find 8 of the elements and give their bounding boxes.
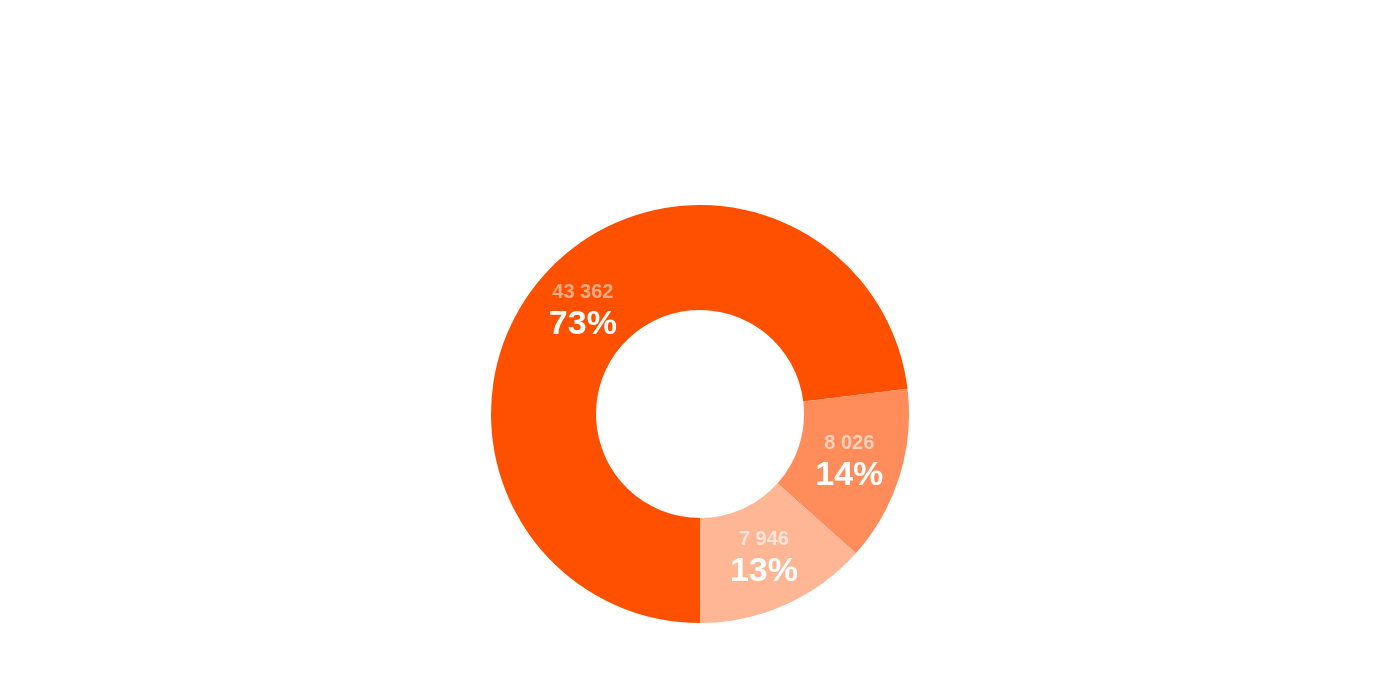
text: 13%	[729, 549, 798, 588]
donut-slice	[700, 483, 856, 623]
data-label: 7 946	[738, 526, 789, 549]
data-label: 8 026	[824, 430, 875, 453]
donut-slice	[491, 205, 908, 623]
text: 14%	[815, 453, 884, 492]
text: 73%	[548, 303, 617, 342]
data-label: 43 362	[552, 280, 614, 303]
